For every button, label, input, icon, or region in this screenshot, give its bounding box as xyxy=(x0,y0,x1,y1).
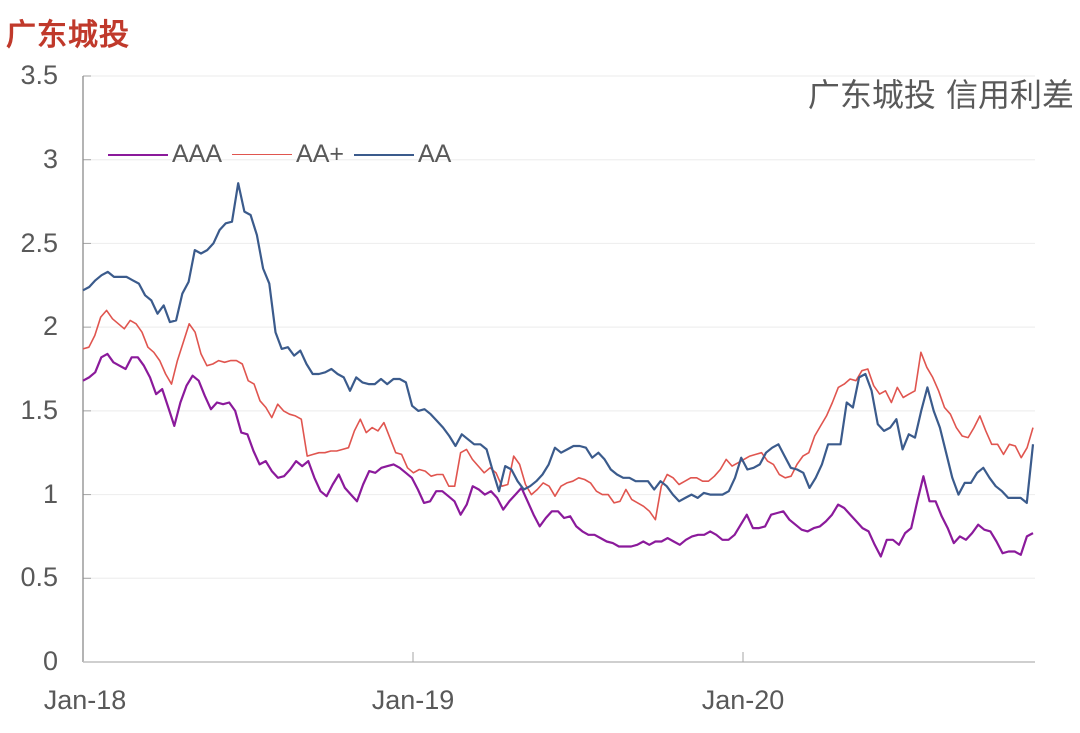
legend-item-aa-plus[interactable]: AA+ xyxy=(232,140,344,169)
legend-swatch-aaa xyxy=(108,153,168,156)
legend-label: AA+ xyxy=(296,140,344,168)
legend-label: AA xyxy=(417,140,452,168)
y-tick-label: 2.5 xyxy=(20,228,58,258)
y-tick-label: 1.5 xyxy=(20,395,58,425)
legend-swatch-aa-plus xyxy=(232,153,293,156)
y-tick-label: 0.5 xyxy=(20,562,58,592)
chart-title: 广东城投 信用利差 xyxy=(807,76,1074,114)
x-tick-label: Jan-18 xyxy=(43,685,127,715)
series-line-aa xyxy=(82,182,1035,504)
x-tick-label: Jan-19 xyxy=(371,685,455,715)
series-line-aaa xyxy=(82,352,1034,558)
legend: AAA AA+ AA xyxy=(108,140,461,169)
legend-swatch-aa xyxy=(353,153,414,156)
y-tick-label: 3 xyxy=(42,144,58,174)
axes xyxy=(82,76,1035,663)
y-tick-label: 3.5 xyxy=(20,60,58,90)
legend-item-aaa[interactable]: AAA xyxy=(108,140,222,169)
y-tick-label: 2 xyxy=(42,311,58,341)
y-tick-label: 1 xyxy=(42,479,58,509)
legend-item-aa[interactable]: AA xyxy=(353,140,452,169)
series-line-aa-plus xyxy=(82,309,1034,521)
series-lines xyxy=(82,182,1035,558)
y-tick-label: 0 xyxy=(42,646,58,676)
gridlines xyxy=(83,75,1035,579)
x-tick-label: Jan-20 xyxy=(701,685,785,715)
legend-label: AAA xyxy=(172,140,223,168)
page-title: 广东城投 xyxy=(6,18,130,53)
